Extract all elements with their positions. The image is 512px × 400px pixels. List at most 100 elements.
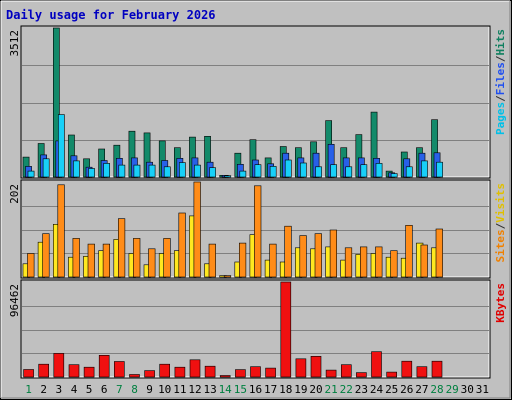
legend-item-0: Sites bbox=[494, 229, 507, 262]
bar-pages-day-26 bbox=[405, 166, 413, 178]
bar-kbytes-day-2 bbox=[38, 363, 50, 378]
panel-background bbox=[20, 279, 491, 379]
bar-kbytes-day-12 bbox=[189, 359, 201, 378]
bar-pages-day-11 bbox=[179, 162, 186, 178]
bar-sites-day-21 bbox=[329, 229, 338, 278]
legend-item-0: Pages bbox=[494, 102, 507, 135]
bar-sites-day-22 bbox=[344, 247, 353, 278]
x-tick-day-3: 3 bbox=[55, 383, 62, 396]
legend-bottom: KBytes bbox=[494, 283, 507, 323]
bar-kbytes-day-16 bbox=[250, 366, 261, 378]
x-tick-day-25: 25 bbox=[385, 383, 398, 396]
x-axis: 1 2 3 4 5 6 7 8 9 10 11 12 13 14 15 16 17 18 19 20 21 22 23 24 2… bbox=[25, 383, 489, 396]
x-tick-day-17: 17 bbox=[264, 383, 277, 396]
panel-middle: 202 Sites/Visits bbox=[8, 179, 507, 279]
bar-pages-day-19 bbox=[299, 162, 307, 178]
x-tick-day-4: 4 bbox=[71, 383, 78, 396]
bar-kbytes-day-18 bbox=[280, 281, 292, 378]
x-tick-day-12: 12 bbox=[188, 383, 201, 396]
bar-sites-day-18 bbox=[284, 225, 292, 278]
bar-pages-day-2 bbox=[42, 158, 50, 178]
bar-kbytes-day-17 bbox=[265, 367, 276, 378]
bar-pages-day-24 bbox=[375, 163, 383, 178]
bar-pages-day-6 bbox=[103, 163, 110, 178]
bar-pages-day-12 bbox=[194, 164, 201, 178]
x-tick-day-31: 31 bbox=[476, 383, 489, 396]
bar-kbytes-day-19 bbox=[295, 358, 307, 378]
x-tick-day-19: 19 bbox=[294, 383, 307, 396]
bar-sites-day-11 bbox=[178, 212, 186, 278]
legend-item-4: Hits bbox=[494, 29, 507, 56]
bar-pages-day-28 bbox=[436, 161, 443, 178]
bar-kbytes-day-6 bbox=[98, 354, 110, 378]
bar-sites-day-25 bbox=[390, 250, 398, 278]
x-tick-day-20: 20 bbox=[309, 383, 322, 396]
bar-kbytes-day-26 bbox=[401, 360, 413, 378]
bar-sites-day-9 bbox=[148, 248, 156, 278]
bar-kbytes-day-13 bbox=[204, 365, 216, 378]
bar-kbytes-day-15 bbox=[235, 369, 246, 378]
bar-sites-day-1 bbox=[27, 253, 35, 278]
bar-sites-day-6 bbox=[102, 243, 110, 278]
x-tick-day-23: 23 bbox=[355, 383, 368, 396]
bar-pages-day-9 bbox=[148, 164, 156, 178]
x-tick-day-22: 22 bbox=[340, 383, 353, 396]
bar-kbytes-day-28 bbox=[431, 360, 443, 378]
bar-sites-day-24 bbox=[375, 246, 383, 278]
x-tick-day-18: 18 bbox=[279, 383, 292, 396]
bar-kbytes-day-5 bbox=[83, 366, 95, 378]
legend-item-3: / bbox=[494, 55, 507, 62]
bar-sites-day-15 bbox=[239, 242, 247, 278]
bar-kbytes-day-24 bbox=[371, 351, 382, 378]
bar-sites-day-26 bbox=[405, 225, 413, 278]
bar-sites-day-16 bbox=[254, 185, 262, 278]
legend-item-2: Files bbox=[494, 62, 507, 95]
bar-pages-day-14 bbox=[224, 175, 232, 178]
bar-sites-day-4 bbox=[72, 238, 80, 278]
y-max-label-top: 3512 bbox=[8, 30, 21, 57]
legend-item-0: KBytes bbox=[494, 283, 507, 323]
bar-pages-day-27 bbox=[421, 160, 428, 178]
bar-kbytes-day-22 bbox=[340, 364, 352, 378]
x-tick-day-6: 6 bbox=[101, 383, 108, 396]
bar-pages-day-20 bbox=[315, 166, 322, 178]
bar-kbytes-day-8 bbox=[129, 374, 140, 378]
x-tick-day-16: 16 bbox=[249, 383, 262, 396]
x-tick-day-26: 26 bbox=[400, 383, 413, 396]
x-tick-day-21: 21 bbox=[324, 383, 337, 396]
bar-kbytes-day-20 bbox=[310, 355, 322, 378]
bar-kbytes-day-25 bbox=[386, 371, 398, 378]
bar-sites-day-20 bbox=[314, 233, 322, 278]
legend-middle: Sites/Visits bbox=[494, 183, 507, 263]
chart-title: Daily usage for February 2026 bbox=[6, 8, 216, 22]
bar-pages-day-8 bbox=[133, 164, 141, 178]
x-tick-day-1: 1 bbox=[25, 383, 32, 396]
bar-kbytes-day-23 bbox=[356, 372, 367, 378]
bar-sites-day-2 bbox=[42, 233, 50, 278]
legend-item-1: / bbox=[494, 222, 507, 229]
bar-pages-day-3 bbox=[57, 114, 65, 178]
bar-sites-day-23 bbox=[359, 246, 368, 278]
bar-pages-day-18 bbox=[284, 159, 292, 178]
bar-sites-day-7 bbox=[118, 218, 126, 278]
bar-kbytes-day-1 bbox=[23, 369, 34, 378]
y-max-label-bottom: 96462 bbox=[8, 284, 21, 317]
bar-pages-day-23 bbox=[360, 164, 368, 178]
x-tick-day-30: 30 bbox=[461, 383, 474, 396]
bar-pages-day-10 bbox=[163, 166, 171, 178]
bar-kbytes-day-11 bbox=[174, 366, 186, 378]
bar-pages-day-17 bbox=[269, 166, 277, 178]
x-tick-day-29: 29 bbox=[446, 383, 459, 396]
bar-sites-day-12 bbox=[193, 181, 201, 278]
x-tick-day-24: 24 bbox=[370, 383, 384, 396]
x-tick-day-10: 10 bbox=[158, 383, 171, 396]
bar-kbytes-day-10 bbox=[159, 363, 170, 378]
bar-pages-day-25 bbox=[390, 173, 398, 178]
bar-sites-day-27 bbox=[420, 244, 428, 278]
x-tick-day-7: 7 bbox=[116, 383, 123, 396]
x-tick-day-5: 5 bbox=[86, 383, 93, 396]
bar-pages-day-5 bbox=[88, 168, 95, 178]
x-tick-day-28: 28 bbox=[430, 383, 443, 396]
